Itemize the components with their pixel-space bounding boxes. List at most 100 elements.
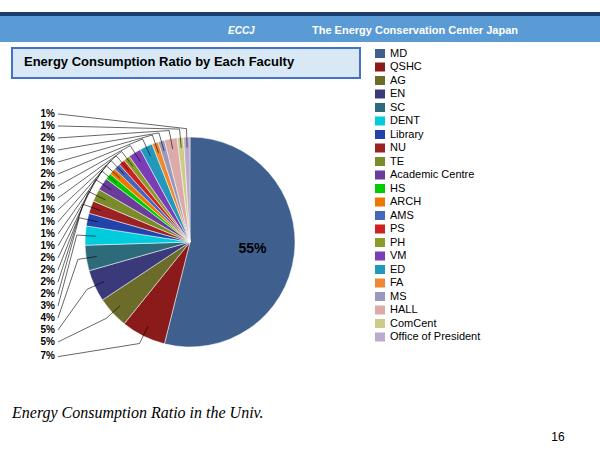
legend-label: ED <box>390 263 405 275</box>
data-label: 1% <box>41 144 56 155</box>
legend-label: MS <box>390 290 407 302</box>
legend-label: TE <box>390 155 404 167</box>
legend-label: Office of President <box>390 330 480 342</box>
legend-swatch <box>375 225 385 234</box>
legend-swatch <box>375 292 385 301</box>
legend-item: Library <box>375 128 424 140</box>
data-label: 1% <box>41 192 56 203</box>
legend-item: ComCent <box>375 317 436 329</box>
leader-line <box>58 306 120 342</box>
pie-slice <box>177 137 190 242</box>
subtitle: Energy Consumption Ratio in the Univ. <box>11 404 264 422</box>
legend-swatch <box>375 252 385 261</box>
legend-swatch <box>375 198 385 207</box>
legend-swatch <box>375 279 385 288</box>
legend-swatch <box>375 333 385 342</box>
data-label: 2% <box>41 288 56 299</box>
data-label: 4% <box>41 312 56 323</box>
pie-slice <box>184 137 190 242</box>
legend-label: AG <box>390 74 406 86</box>
legend-swatch <box>375 76 385 85</box>
data-label: 2% <box>41 252 56 263</box>
pie-slice <box>85 242 190 271</box>
legend-item: Office of President <box>375 330 480 342</box>
legend-item: EN <box>375 87 405 99</box>
legend-swatch <box>375 238 385 247</box>
page-number: 16 <box>551 430 565 444</box>
legend-label: VM <box>390 249 407 261</box>
title: Energy Consumption Ratio by Each Faculty <box>24 54 295 69</box>
data-label: 1% <box>41 216 56 227</box>
legend-label: Library <box>390 128 424 140</box>
legend-swatch <box>375 63 385 72</box>
data-label: 5% <box>41 336 56 347</box>
header-logo-text: ECCJ <box>228 25 255 36</box>
data-label: 1% <box>41 120 56 131</box>
legend-item: AG <box>375 74 406 86</box>
title-box <box>12 48 360 78</box>
leader-line <box>58 133 164 151</box>
data-label: 2% <box>41 168 56 179</box>
leader-line <box>58 256 97 317</box>
legend-swatch <box>375 184 385 193</box>
leader-line <box>58 156 129 210</box>
legend-swatch <box>375 130 385 139</box>
header-text: The Energy Conservation Center Japan <box>312 24 518 36</box>
legend-swatch <box>375 306 385 315</box>
leader-lines <box>58 114 187 357</box>
legend-item: DENT <box>375 114 420 126</box>
legend-swatch <box>375 90 385 99</box>
leader-line <box>58 146 140 186</box>
legend-item: ED <box>375 263 405 275</box>
legend-item: HS <box>375 182 405 194</box>
legend-swatch <box>375 49 385 58</box>
legend-label: DENT <box>390 114 420 126</box>
data-label: 1% <box>41 204 56 215</box>
legend-swatch <box>375 171 385 180</box>
legend-swatch <box>375 319 385 328</box>
data-label: 1% <box>41 228 56 239</box>
legend-item: FA <box>375 276 404 288</box>
header-accent <box>0 12 600 16</box>
data-label: 2% <box>41 180 56 191</box>
data-label: 1% <box>41 156 56 167</box>
data-label: 1% <box>41 240 56 251</box>
legend-item: NU <box>375 141 406 153</box>
legend-label: Academic Centre <box>390 168 474 180</box>
data-label: 1% <box>41 108 56 119</box>
header-bar <box>0 20 600 42</box>
leader-line <box>58 235 96 306</box>
legend-label: ARCH <box>390 195 421 207</box>
legend-swatch <box>375 103 385 112</box>
legend: MDQSHCAGENSCDENTLibraryNUTEAcademic Cent… <box>375 47 480 343</box>
data-label: 2% <box>41 264 56 275</box>
legend-label: HALL <box>390 303 418 315</box>
leader-line <box>58 191 105 270</box>
legend-label: EN <box>390 87 405 99</box>
header-accent <box>0 16 600 20</box>
data-label: 5% <box>41 324 56 335</box>
data-label: 2% <box>41 276 56 287</box>
legend-label: ComCent <box>390 317 436 329</box>
legend-item: MS <box>375 290 407 302</box>
data-labels: 55%1%1%2%1%1%2%2%1%1%1%1%1%2%2%2%2%3%4%5… <box>41 108 268 362</box>
leader-line <box>58 161 124 222</box>
legend-item: PH <box>375 236 405 248</box>
legend-label: SC <box>390 101 405 113</box>
pie-slice <box>164 138 190 242</box>
legend-swatch <box>375 144 385 153</box>
legend-item: AMS <box>375 209 414 221</box>
legend-swatch <box>375 157 385 166</box>
data-label: 7% <box>41 350 56 361</box>
legend-item: MD <box>375 47 407 59</box>
legend-swatch <box>375 117 385 126</box>
data-label: 3% <box>41 300 56 311</box>
leader-line <box>58 171 116 246</box>
data-label: 2% <box>41 132 56 143</box>
legend-label: HS <box>390 182 405 194</box>
leader-line <box>58 166 120 234</box>
legend-item: VM <box>375 249 407 261</box>
legend-item: TE <box>375 155 404 167</box>
legend-label: PH <box>390 236 405 248</box>
legend-item: ARCH <box>375 195 421 207</box>
